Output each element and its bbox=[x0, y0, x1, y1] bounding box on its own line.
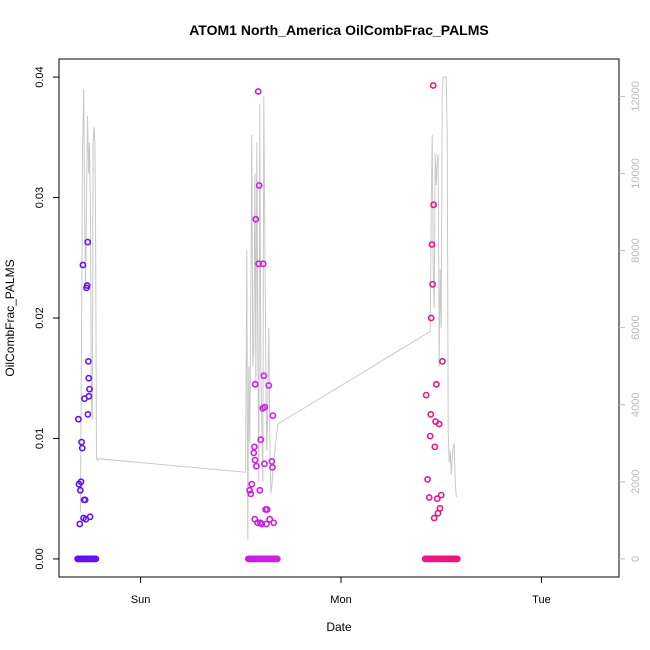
data-point bbox=[273, 555, 281, 563]
data-point bbox=[252, 462, 260, 470]
data-point bbox=[270, 519, 278, 527]
data-point bbox=[250, 449, 258, 457]
data-point bbox=[269, 463, 276, 471]
data-point bbox=[84, 357, 92, 365]
data-point bbox=[84, 238, 92, 246]
y-tick-label: 0.00 bbox=[34, 548, 46, 569]
data-point bbox=[425, 494, 433, 501]
y2-tick-label: 4000 bbox=[630, 392, 642, 416]
y2-tick-label: 0 bbox=[630, 556, 642, 562]
data-point bbox=[430, 201, 437, 209]
altitude-line bbox=[79, 76, 457, 540]
data-point bbox=[250, 443, 258, 451]
data-point bbox=[76, 520, 84, 528]
data-point bbox=[254, 88, 262, 95]
data-point bbox=[259, 260, 267, 268]
y2-tick-label: 6000 bbox=[630, 315, 642, 339]
y-tick-label: 0.01 bbox=[34, 428, 46, 449]
plot-frame bbox=[58, 58, 620, 578]
data-point bbox=[251, 456, 259, 464]
data-point bbox=[432, 380, 440, 388]
data-point bbox=[86, 385, 93, 393]
y-tick-label: 0.03 bbox=[34, 187, 46, 208]
data-point bbox=[427, 410, 435, 418]
data-point bbox=[77, 486, 84, 494]
x-tick-label: Mon bbox=[330, 594, 351, 606]
data-point bbox=[265, 382, 273, 389]
data-point bbox=[422, 391, 430, 399]
data-point bbox=[257, 436, 265, 444]
data-point bbox=[426, 432, 434, 440]
data-point bbox=[85, 392, 93, 400]
y2-tick-label: 8000 bbox=[630, 238, 642, 262]
chart-title: ATOM1 North_America OilCombFrac_PALMS bbox=[189, 22, 489, 38]
data-point bbox=[261, 403, 269, 411]
data-point bbox=[453, 555, 461, 563]
data-point bbox=[435, 420, 443, 428]
data-point bbox=[268, 457, 276, 465]
points-layer bbox=[74, 82, 461, 563]
x-tick-label: Tue bbox=[532, 594, 551, 606]
y2-tick-label: 12000 bbox=[630, 81, 642, 112]
data-point bbox=[262, 520, 270, 528]
data-point bbox=[260, 460, 268, 468]
y2-axis: 0 2000 4000 6000 8000 10000 12000 bbox=[619, 81, 642, 562]
data-point bbox=[81, 496, 89, 504]
data-point bbox=[255, 182, 263, 189]
data-point bbox=[431, 443, 439, 451]
data-point bbox=[433, 495, 441, 503]
data-point bbox=[430, 514, 438, 522]
y2-tick-label: 2000 bbox=[630, 470, 642, 494]
data-point bbox=[78, 438, 85, 446]
data-point bbox=[256, 486, 264, 494]
x-axis: Sun Mon Tue bbox=[131, 577, 551, 606]
data-point bbox=[83, 282, 91, 289]
data-point bbox=[75, 415, 82, 423]
data-point bbox=[246, 486, 253, 494]
data-point bbox=[266, 515, 274, 523]
data-point bbox=[263, 506, 271, 513]
data-point bbox=[251, 380, 259, 388]
secondary-line-layer bbox=[79, 76, 457, 540]
data-point bbox=[436, 504, 444, 512]
data-point bbox=[424, 475, 431, 483]
data-point bbox=[429, 280, 436, 288]
data-point bbox=[252, 215, 260, 223]
x-tick-label: Sun bbox=[131, 594, 151, 606]
y-tick-label: 0.04 bbox=[34, 66, 46, 87]
data-point bbox=[85, 374, 93, 382]
data-point bbox=[248, 480, 256, 488]
data-point bbox=[77, 478, 85, 486]
data-point bbox=[247, 490, 255, 498]
data-point bbox=[79, 261, 87, 269]
data-point bbox=[438, 357, 446, 365]
data-point bbox=[260, 372, 268, 380]
data-point bbox=[269, 412, 277, 419]
y-axis: 0.00 0.01 0.02 0.03 0.04 bbox=[34, 66, 59, 570]
data-point bbox=[84, 410, 92, 418]
data-point bbox=[427, 314, 435, 322]
data-point bbox=[437, 491, 445, 499]
x-axis-label: Date bbox=[326, 620, 352, 634]
y-axis-label: OilCombFrac_PALMS bbox=[3, 259, 17, 376]
y-tick-label: 0.02 bbox=[34, 307, 46, 328]
data-point bbox=[78, 444, 86, 452]
data-point bbox=[86, 513, 94, 521]
data-point bbox=[429, 82, 437, 89]
data-point bbox=[92, 555, 100, 563]
data-point bbox=[428, 241, 436, 248]
y2-tick-label: 10000 bbox=[630, 158, 642, 189]
